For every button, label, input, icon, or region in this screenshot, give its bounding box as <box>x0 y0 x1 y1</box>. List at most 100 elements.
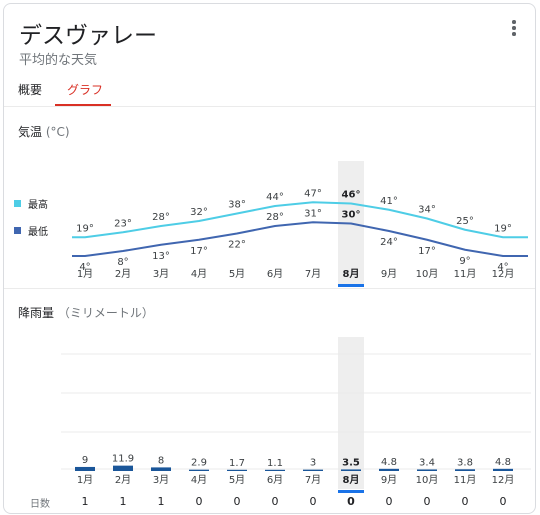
precip-value-label: 8 <box>158 455 164 466</box>
more-vert-icon[interactable] <box>504 16 524 44</box>
temperature-unit: (°C) <box>45 125 70 139</box>
precip-month-label: 1月 <box>77 474 93 486</box>
precip-bar <box>493 468 513 471</box>
precip-value-label: 3.5 <box>342 457 360 468</box>
precip-bar <box>75 466 95 471</box>
rain-days-value: 0 <box>500 495 507 508</box>
precip-bar <box>341 469 361 471</box>
precip-selected-month-indicator <box>338 490 364 493</box>
low-temp-line <box>72 221 528 257</box>
temp-month-label: 5月 <box>229 268 245 280</box>
rain-days-value: 0 <box>462 495 469 508</box>
section-divider <box>4 288 535 289</box>
temp-month-label: 3月 <box>153 268 169 280</box>
precip-bar <box>455 469 475 471</box>
tab-graph[interactable]: グラフ <box>67 83 104 97</box>
temp-month-label: 8月 <box>343 268 360 280</box>
precip-section-title: 降雨量 （ミリメートル） <box>18 304 154 321</box>
selected-month-highlight-precip <box>338 337 364 489</box>
low-temp-label: 28° <box>266 212 284 223</box>
temp-month-label: 2月 <box>115 268 131 280</box>
temp-month-label: 1月 <box>77 268 93 280</box>
temp-month-label: 7月 <box>305 268 321 280</box>
precip-bar <box>113 465 133 471</box>
high-temp-label: 34° <box>418 205 436 216</box>
rain-days-value: 0 <box>234 495 241 508</box>
precip-title: 降雨量 <box>18 306 55 320</box>
precip-month-label: 10月 <box>416 474 439 486</box>
precip-bar <box>151 467 171 471</box>
high-temp-label: 32° <box>190 207 208 218</box>
precip-month-label: 2月 <box>115 474 131 486</box>
high-temp-label: 46° <box>342 190 361 201</box>
rain-days-value: 0 <box>386 495 393 508</box>
precip-month-label: 11月 <box>454 474 477 486</box>
precip-month-label: 5月 <box>229 474 245 486</box>
rain-days-value: 1 <box>158 495 165 508</box>
low-temp-label: 9° <box>459 256 470 267</box>
rain-days-value: 0 <box>272 495 279 508</box>
low-temp-label: 13° <box>152 251 170 262</box>
high-temp-label: 25° <box>456 216 474 227</box>
precip-month-label: 9月 <box>381 474 397 486</box>
rain-days-value: 0 <box>347 495 355 508</box>
high-temp-label: 38° <box>228 200 246 211</box>
precip-month-label: 8月 <box>343 474 360 486</box>
high-temp-label: 47° <box>304 188 322 199</box>
precip-unit: （ミリメートル） <box>57 306 154 320</box>
precip-value-label: 2.9 <box>191 458 207 469</box>
high-temp-label: 19° <box>76 223 94 234</box>
precip-value-label: 11.9 <box>112 454 134 465</box>
precip-value-label: 1.7 <box>229 458 245 469</box>
rain-days-value: 1 <box>82 495 89 508</box>
low-temp-label: 8° <box>117 257 128 268</box>
low-temp-label: 22° <box>228 240 246 251</box>
legend-high-swatch <box>14 200 21 207</box>
legend-low-label: 最低 <box>28 227 48 238</box>
rain-days-value: 1 <box>120 495 127 508</box>
temp-month-label: 10月 <box>416 268 439 280</box>
low-temp-label: 31° <box>304 208 322 219</box>
precip-month-label: 7月 <box>305 474 321 486</box>
temp-month-label: 11月 <box>454 268 477 280</box>
temperature-section-title: 気温 (°C) <box>18 123 70 140</box>
precip-bar <box>303 469 323 471</box>
tab-overview[interactable]: 概要 <box>18 83 43 97</box>
low-temp-label: 30° <box>342 210 361 221</box>
rain-days-value: 0 <box>196 495 203 508</box>
precip-month-label: 4月 <box>191 474 207 486</box>
precip-value-label: 3.8 <box>457 457 473 468</box>
tabs-divider <box>4 106 535 107</box>
precip-month-label: 12月 <box>492 474 515 486</box>
high-temp-label: 19° <box>494 223 512 234</box>
legend-low-swatch <box>14 227 21 234</box>
page-subtitle: 平均的な天気 <box>19 53 98 68</box>
legend-high-label: 最高 <box>28 200 48 211</box>
temp-month-label: 9月 <box>381 268 397 280</box>
page-title: デスヴァレー <box>19 23 157 49</box>
high-temp-label: 41° <box>380 196 398 207</box>
precip-value-label: 1.1 <box>267 458 283 469</box>
precip-month-label: 6月 <box>267 474 283 486</box>
tab-active-indicator <box>55 104 111 106</box>
precip-bar <box>417 469 437 471</box>
temp-month-label: 12月 <box>492 268 515 280</box>
high-temp-line <box>72 201 528 239</box>
precip-bar <box>265 469 285 471</box>
temperature-title: 気温 <box>18 125 43 139</box>
precip-value-label: 4.8 <box>381 457 397 468</box>
precip-bar <box>189 469 209 471</box>
temp-month-label: 6月 <box>267 268 283 280</box>
precip-bar <box>379 468 399 471</box>
precip-value-label: 9 <box>82 455 88 466</box>
temp-selected-month-indicator <box>338 284 364 287</box>
days-label: 日数 <box>30 499 50 510</box>
weather-card: デスヴァレー 平均的な天気 概要 グラフ 気温 (°C) 最高 最低 降雨量 （… <box>3 3 536 514</box>
low-temp-label: 4° <box>79 262 90 273</box>
precip-value-label: 3.4 <box>419 457 435 468</box>
low-temp-label: 17° <box>190 246 208 257</box>
legend-low: 最低 <box>14 223 48 238</box>
precip-bar <box>227 469 247 471</box>
precip-month-label: 3月 <box>153 474 169 486</box>
low-temp-label: 4° <box>497 262 508 273</box>
